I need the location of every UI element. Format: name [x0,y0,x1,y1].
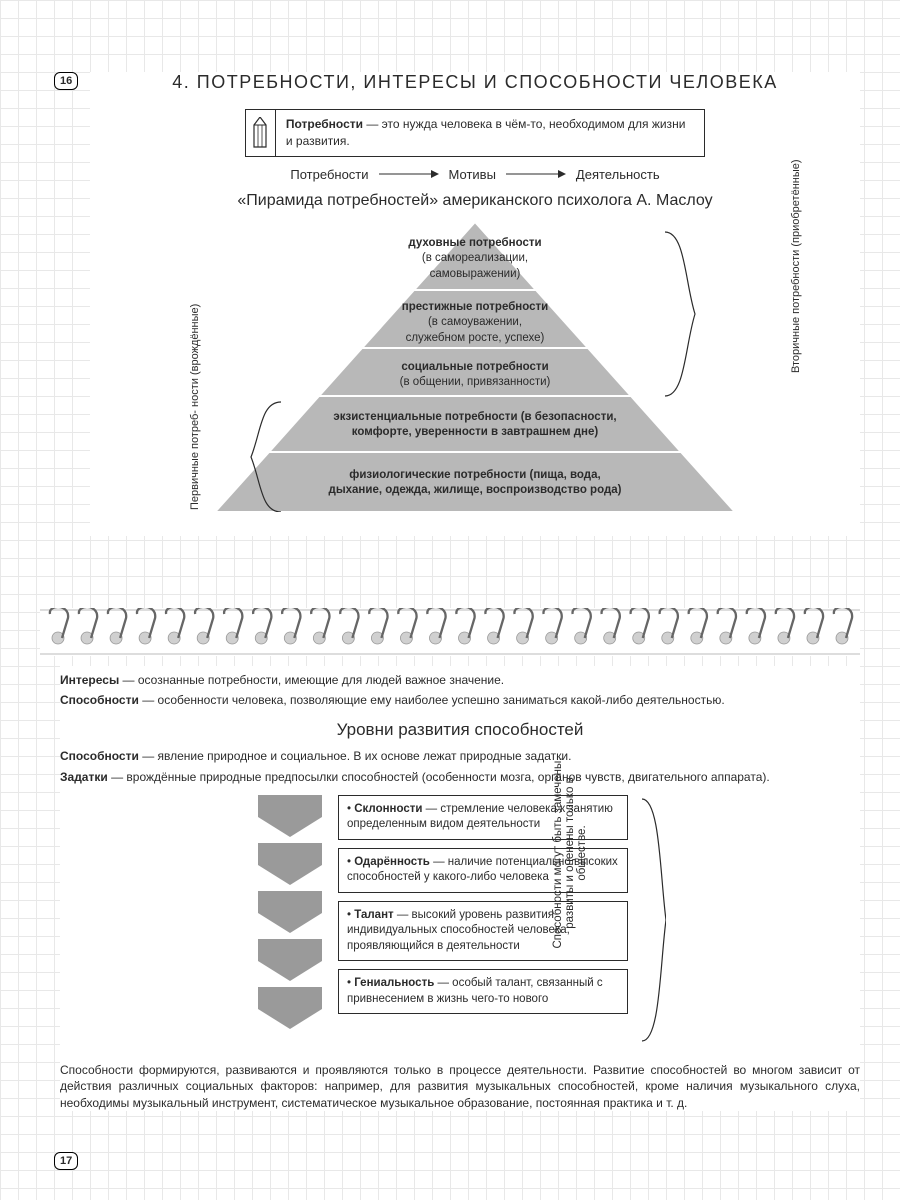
levels-diagram: • Склонности — стремление человека к зан… [60,795,860,1048]
pyramid-layer-2: престижные потребности(в самоуважении, с… [155,300,795,347]
chevron-icon [254,795,326,1045]
upper-content: 4. ПОТРЕБНОСТИ, ИНТЕРЕСЫ И СПОСОБНОСТИ Ч… [90,72,860,536]
definition-box: Потребности — это нужда человека в чём-т… [245,109,705,157]
secondary-needs-label: Вторичные потребности (приобретённые) [790,243,802,373]
page-number-bottom: 17 [54,1152,78,1170]
page-number-top: 16 [54,72,78,90]
page-title: 4. ПОТРЕБНОСТИ, ИНТЕРЕСЫ И СПОСОБНОСТИ Ч… [90,72,860,93]
pyramid-layer-3: социальные потребности(в общении, привяз… [155,360,795,391]
levels-brace [640,795,666,1048]
pyramid-layer-4: экзистенциальные потребности (в безопасн… [155,410,795,441]
pyramid-title: «Пирамида потребностей» американского пс… [90,192,860,210]
arrow-icon [379,169,439,179]
levels-intro-1: Способности — явление природное и социал… [60,748,860,764]
levels-intro-2: Задатки — врождённые природные предпосыл… [60,769,860,785]
pyramid-layer-5: физиологические потребности (пища, вода,… [155,468,795,499]
primary-needs-label: Первичные потреб- ности (врождённые) [189,390,201,510]
levels-title: Уровни развития способностей [60,720,860,740]
spiral-binding [40,608,860,656]
pyramid-diagram: духовные потребности(в самореализации, с… [155,222,795,522]
chain-item-2: Мотивы [449,167,496,182]
definition-term: Потребности [286,117,363,131]
interests-def: Интересы — осознанные потребности, имеющ… [60,672,860,688]
flow-chain: Потребности Мотивы Деятельность [90,167,860,182]
chain-item-1: Потребности [290,167,368,182]
abilities-def: Способности — особенности человека, позв… [60,692,860,708]
arrow-icon [506,169,566,179]
pyramid-layer-1: духовные потребности(в самореализации, с… [155,236,795,283]
final-paragraph: Способности формируются, развиваются и п… [60,1062,860,1112]
pencil-icon [246,110,276,156]
chevron-column [254,795,326,1048]
definition-text: Потребности — это нужда человека в чём-т… [276,110,704,156]
chain-item-3: Деятельность [576,167,660,182]
levels-side-label: Способности могут быть замечены, развиты… [552,753,588,953]
level-box-4: • Гениальность — особый талант, связанны… [338,969,628,1014]
lower-content: Интересы — осознанные потребности, имеющ… [60,666,860,1111]
